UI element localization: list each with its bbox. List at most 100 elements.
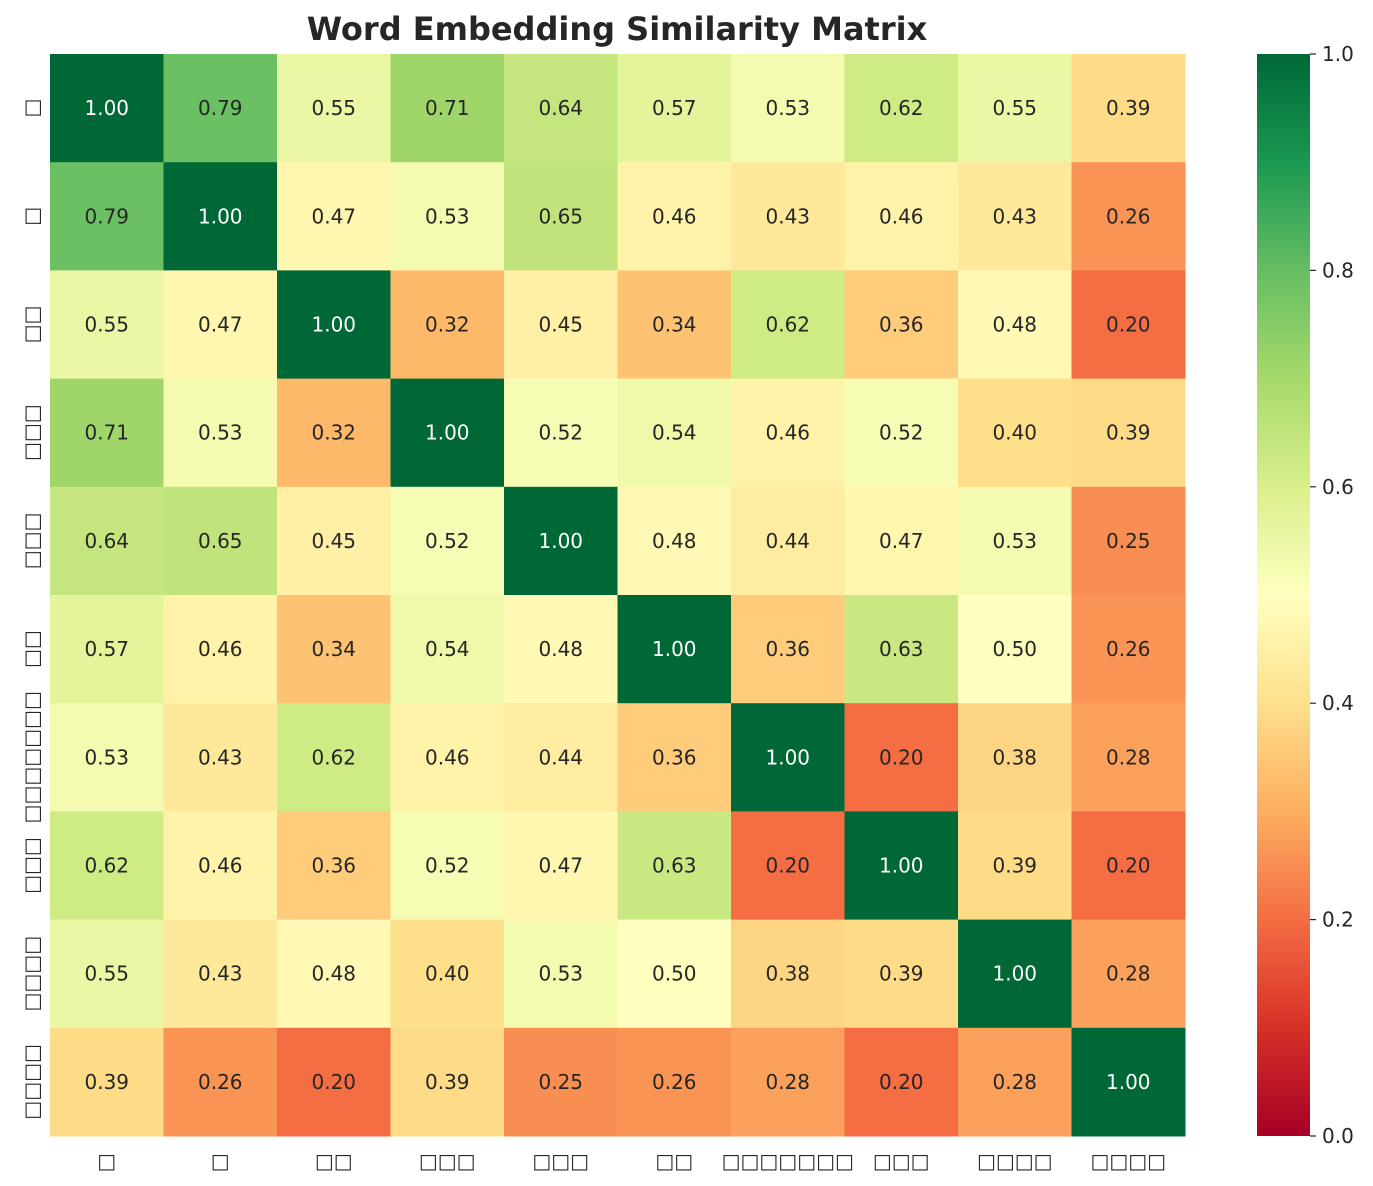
cell-value-label: 0.53 bbox=[992, 529, 1037, 553]
cell-value-label: 0.45 bbox=[311, 529, 356, 553]
heatmap-cell bbox=[163, 162, 278, 271]
cell-value-label: 0.48 bbox=[992, 313, 1037, 337]
cell-value-label: 0.47 bbox=[538, 854, 583, 878]
heatmap-cell bbox=[50, 378, 164, 488]
x-tick-label: □□ bbox=[655, 1149, 693, 1173]
cell-value-label: 0.43 bbox=[992, 204, 1037, 228]
heatmap-cell bbox=[617, 378, 732, 488]
heatmap-cell bbox=[1071, 919, 1186, 1029]
cell-value-label: 1.00 bbox=[84, 96, 129, 120]
x-tick-label: □□□ bbox=[873, 1149, 930, 1173]
heatmap-cell bbox=[504, 486, 618, 596]
heatmap-cell bbox=[390, 1027, 505, 1137]
heatmap-cell bbox=[731, 162, 845, 271]
cell-value-label: 0.34 bbox=[311, 637, 356, 661]
cell-value-label: 0.44 bbox=[538, 745, 583, 769]
cell-value-label: 0.40 bbox=[992, 421, 1037, 445]
cell-value-label: 0.28 bbox=[1106, 745, 1151, 769]
heatmap-cell bbox=[390, 595, 505, 704]
cell-value-label: 1.00 bbox=[879, 854, 924, 878]
cell-value-label: 0.62 bbox=[311, 745, 356, 769]
heatmap-cell bbox=[958, 162, 1072, 271]
heatmap-cell bbox=[844, 703, 959, 812]
heatmap-cell bbox=[1071, 54, 1186, 163]
heatmap-cell bbox=[504, 54, 618, 163]
heatmap-cell bbox=[277, 378, 391, 488]
cell-value-label: 0.71 bbox=[425, 96, 470, 120]
cell-value-label: 0.53 bbox=[425, 204, 470, 228]
cell-value-label: 0.39 bbox=[425, 1070, 470, 1094]
cell-value-label: 0.48 bbox=[652, 529, 697, 553]
cell-value-label: 0.62 bbox=[84, 854, 129, 878]
heatmap-cell bbox=[731, 595, 845, 704]
heatmap-cell bbox=[958, 595, 1072, 704]
cell-value-label: 0.79 bbox=[84, 204, 129, 228]
colorbar-tick-label: 0.0 bbox=[1322, 1124, 1354, 1148]
heatmap-cell bbox=[1071, 595, 1186, 704]
cell-value-label: 0.26 bbox=[1106, 637, 1151, 661]
colorbar-tick-label: 1.0 bbox=[1322, 42, 1354, 66]
cell-value-label: 0.46 bbox=[198, 854, 243, 878]
x-tick-label: □ bbox=[211, 1149, 230, 1173]
cell-value-label: 0.52 bbox=[425, 854, 470, 878]
heatmap-cell bbox=[617, 270, 732, 380]
y-tick-label: □□ bbox=[20, 306, 44, 344]
y-tick-label: □□□ bbox=[20, 837, 44, 894]
heatmap-cell bbox=[504, 595, 618, 704]
y-tick-label: □□□ bbox=[20, 404, 44, 461]
heatmap-cell bbox=[1071, 162, 1186, 271]
cell-value-label: 0.65 bbox=[538, 204, 583, 228]
cell-value-label: 0.39 bbox=[1106, 421, 1151, 445]
heatmap-cell bbox=[50, 486, 164, 596]
heatmap-cell bbox=[504, 703, 618, 812]
heatmap-cell bbox=[844, 919, 959, 1029]
colorbar-tick-label: 0.2 bbox=[1322, 908, 1354, 932]
cell-value-label: 0.20 bbox=[879, 745, 924, 769]
cell-value-label: 0.46 bbox=[879, 204, 924, 228]
cell-value-label: 0.57 bbox=[84, 637, 129, 661]
colorbar-tick-label: 0.8 bbox=[1322, 258, 1354, 282]
heatmap-cell bbox=[844, 811, 959, 921]
heatmap-cell bbox=[50, 1027, 164, 1137]
cell-value-label: 0.57 bbox=[652, 96, 697, 120]
cell-value-label: 0.39 bbox=[992, 854, 1037, 878]
heatmap-cell bbox=[163, 270, 278, 380]
cell-value-label: 0.47 bbox=[879, 529, 924, 553]
heatmap-cell bbox=[504, 378, 618, 488]
cell-value-label: 0.54 bbox=[425, 637, 470, 661]
cell-value-label: 1.00 bbox=[1106, 1070, 1151, 1094]
colorbar-tick-label: 0.4 bbox=[1322, 691, 1354, 715]
y-tick-label: □□□□ bbox=[20, 1044, 44, 1120]
heatmap-cells: 1.00 0.79 0.55 0.71 0.64 0.57 0.53 0.62 0.55 0.39… bbox=[50, 54, 1186, 1137]
cell-value-label: 1.00 bbox=[425, 421, 470, 445]
heatmap-cell bbox=[277, 162, 391, 271]
y-tick-label: □□□ bbox=[20, 513, 44, 570]
cell-value-label: 0.64 bbox=[538, 96, 583, 120]
y-tick-label: □□ bbox=[20, 630, 44, 668]
heatmap-cell bbox=[50, 595, 164, 704]
cell-value-label: 0.55 bbox=[311, 96, 356, 120]
heatmap-cell bbox=[504, 811, 618, 921]
cell-value-label: 0.55 bbox=[84, 313, 129, 337]
cell-value-label: 0.53 bbox=[538, 962, 583, 986]
cell-value-label: 0.47 bbox=[198, 313, 243, 337]
heatmap-cell bbox=[50, 703, 164, 812]
cell-value-label: 0.65 bbox=[198, 529, 243, 553]
heatmap-cell bbox=[390, 703, 505, 812]
heatmap-cell bbox=[958, 703, 1072, 812]
heatmap-cell bbox=[390, 54, 505, 163]
cell-value-label: 0.64 bbox=[84, 529, 129, 553]
heatmap-cell bbox=[958, 919, 1072, 1029]
heatmap-cell bbox=[958, 1027, 1072, 1137]
heatmap-cell bbox=[1071, 378, 1186, 488]
cell-value-label: 0.36 bbox=[765, 637, 810, 661]
cell-value-label: 0.55 bbox=[992, 96, 1037, 120]
heatmap-cell bbox=[1071, 486, 1186, 596]
cell-value-label: 1.00 bbox=[198, 204, 243, 228]
cell-value-label: 0.28 bbox=[1106, 962, 1151, 986]
cell-value-label: 1.00 bbox=[311, 313, 356, 337]
cell-value-label: 0.28 bbox=[992, 1070, 1037, 1094]
cell-value-label: 0.20 bbox=[765, 854, 810, 878]
heatmap-cell bbox=[504, 919, 618, 1029]
heatmap-cell bbox=[1071, 703, 1186, 812]
